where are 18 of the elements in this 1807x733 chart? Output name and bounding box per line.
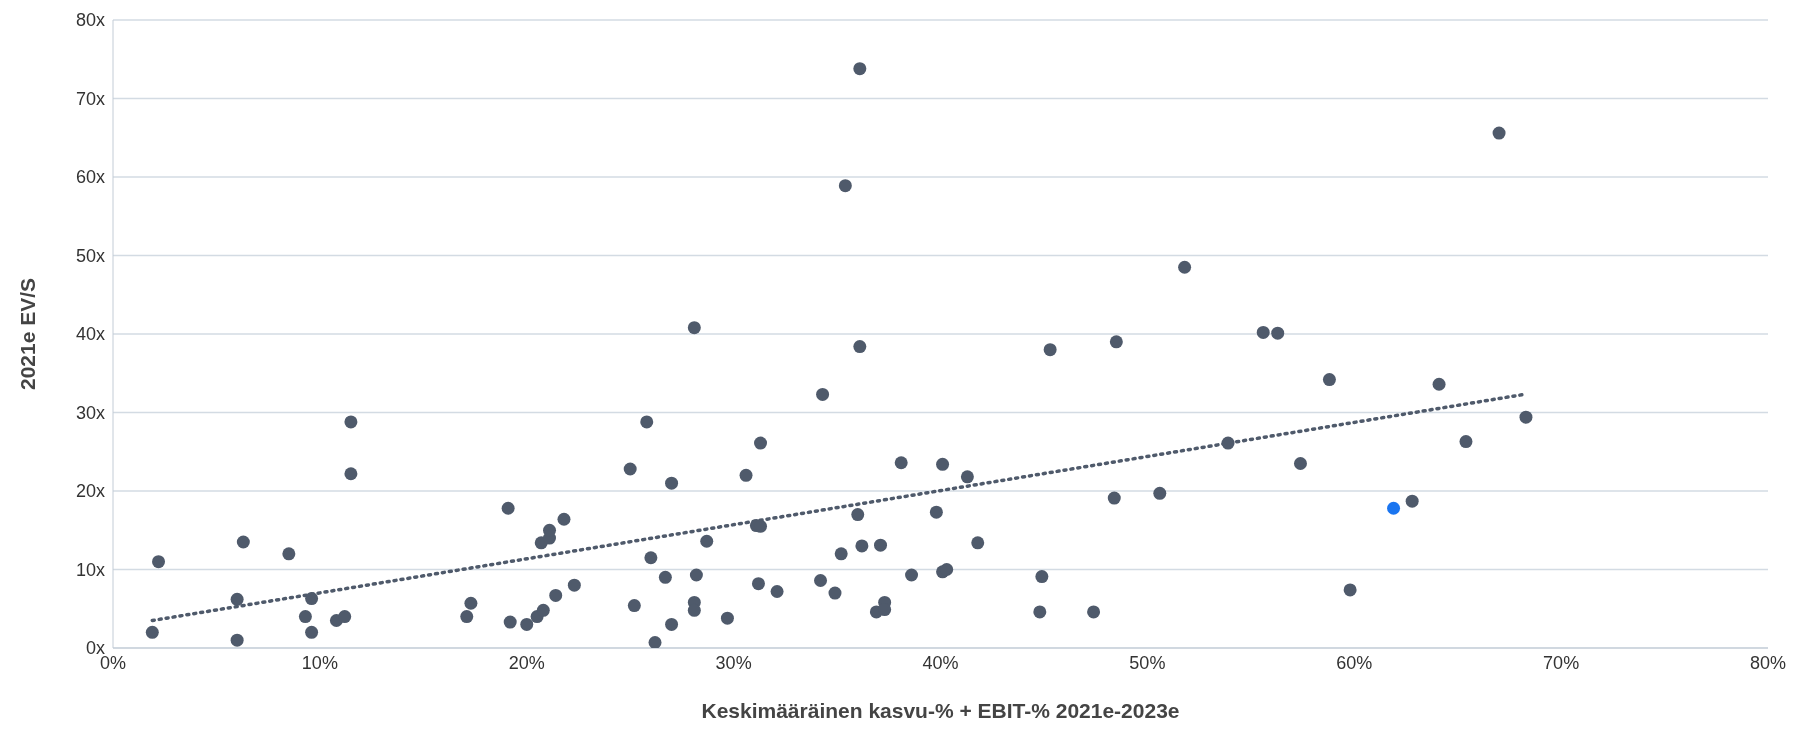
y-tick-label: 20x [75, 481, 105, 502]
x-tick-label: 60% [1336, 652, 1373, 673]
y-tick-label: 40x [75, 324, 105, 345]
x-tick-label: 30% [715, 652, 752, 673]
y-tick-label: 30x [75, 402, 105, 423]
y-tick-label: 50x [75, 245, 105, 266]
y-axis-title: 2021e EV/S [16, 277, 40, 391]
x-tick-label: 40% [922, 652, 959, 673]
x-tick-label: 20% [508, 652, 545, 673]
x-tick-label: 80% [1749, 652, 1787, 673]
y-tick-label: 80x [75, 10, 105, 31]
x-tick-label: 70% [1543, 652, 1580, 673]
x-tick-label: 50% [1129, 652, 1166, 673]
y-tick-label: 60x [75, 167, 105, 188]
y-tick-label: 70x [75, 88, 105, 109]
x-tick-label: 10% [301, 652, 338, 673]
y-tick-label: 10x [75, 559, 105, 580]
x-axis-title: Keskimääräinen kasvu-% + EBIT-% 2021e-2023e [701, 699, 1180, 722]
